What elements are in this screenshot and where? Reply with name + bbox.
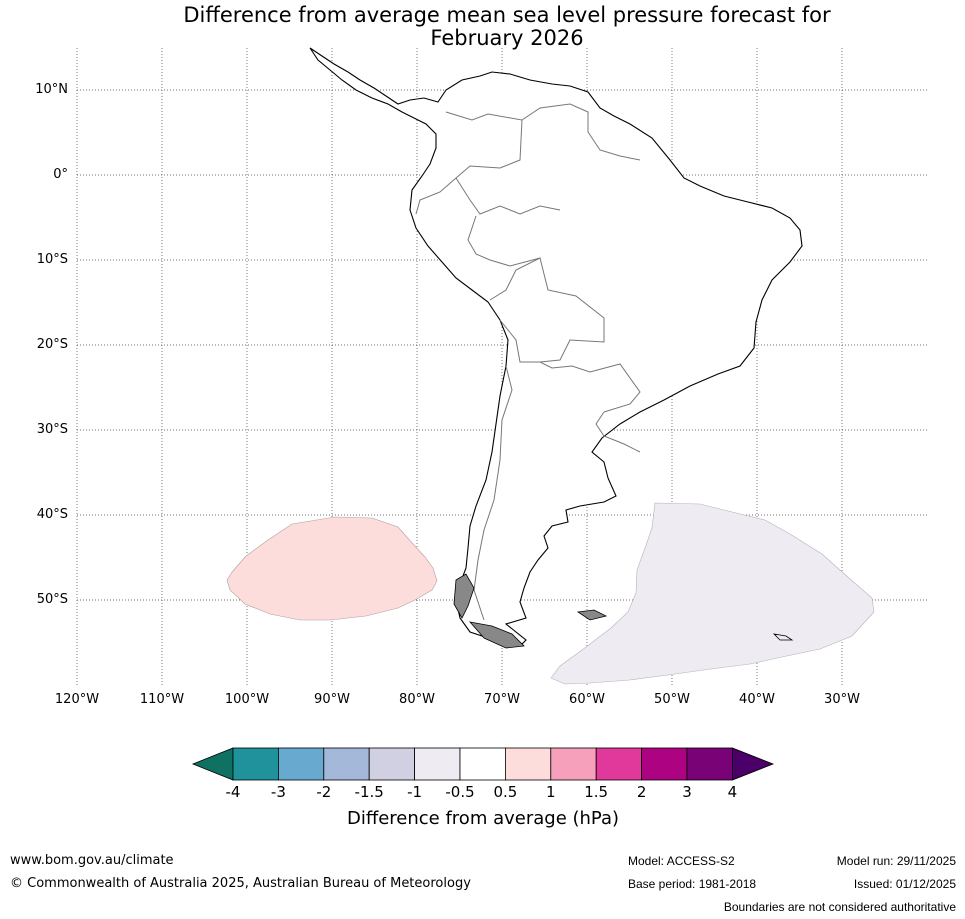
issued-text: Issued: 01/12/2025 bbox=[853, 877, 956, 891]
colorbar-tick-label: 4 bbox=[727, 783, 738, 801]
latitude-label: 40°S bbox=[36, 507, 68, 522]
website-link[interactable]: www.bom.gov.au/climate bbox=[10, 853, 174, 868]
copyright-text: © Commonwealth of Australia 2025, Austra… bbox=[10, 876, 471, 891]
colorbar-segment bbox=[504, 747, 552, 781]
longitude-label: 110°W bbox=[139, 692, 185, 707]
colorbar-segment bbox=[368, 747, 416, 781]
colorbar-label: Difference from average (hPa) bbox=[346, 808, 620, 829]
colorbar-segment bbox=[595, 747, 643, 781]
longitude-label: 60°W bbox=[569, 692, 605, 707]
colorbar-segment bbox=[641, 747, 688, 781]
colorbar-segment bbox=[414, 747, 461, 781]
colorbar-tick-label: -3 bbox=[270, 783, 286, 801]
south-america-coastline bbox=[309, 47, 803, 647]
country-borders bbox=[415, 103, 641, 621]
colorbar-extend-max bbox=[732, 747, 775, 781]
latitude-label: 20°S bbox=[36, 337, 68, 352]
latitude-label: 30°S bbox=[36, 422, 68, 437]
colorbar bbox=[191, 747, 775, 781]
model-text: Model: ACCESS-S2 bbox=[628, 854, 735, 868]
latitude-label: 10°S bbox=[36, 252, 68, 267]
colorbar-segment bbox=[550, 747, 597, 781]
colorbar-segment bbox=[459, 747, 506, 781]
colorbar-segment bbox=[277, 747, 325, 781]
colorbar-tick-label: 3 bbox=[682, 783, 692, 801]
longitude-label: 90°W bbox=[314, 692, 350, 707]
colorbar-tick-label: -4 bbox=[225, 783, 241, 801]
colorbar-tick-label: 0.5 bbox=[493, 783, 518, 801]
colorbar-tick-label: -2 bbox=[316, 783, 332, 801]
longitude-label: 50°W bbox=[654, 692, 690, 707]
latitude-label: 50°S bbox=[36, 592, 68, 607]
longitude-label: 80°W bbox=[399, 692, 435, 707]
colorbar-tick-label: -0.5 bbox=[445, 783, 475, 801]
longitude-label: 120°W bbox=[54, 692, 100, 707]
model-run-text: Model run: 29/11/2025 bbox=[836, 854, 956, 868]
map-title: Difference from average mean sea level p… bbox=[77, 4, 937, 50]
base-period-text: Base period: 1981-2018 bbox=[628, 877, 757, 891]
colorbar-tick-label: 1 bbox=[546, 783, 556, 801]
southern-islands bbox=[453, 573, 794, 649]
longitude-label: 40°W bbox=[739, 692, 775, 707]
colorbar-tick-label: -1.5 bbox=[354, 783, 384, 801]
positive-anomaly-region bbox=[226, 516, 438, 621]
colorbar-segment bbox=[686, 747, 733, 781]
negative-anomaly-region bbox=[550, 502, 875, 685]
longitude-label: 70°W bbox=[484, 692, 520, 707]
longitude-label: 30°W bbox=[824, 692, 860, 707]
colorbar-extend-min bbox=[191, 747, 234, 781]
disclaimer-text: Boundaries are not considered authoritat… bbox=[723, 900, 956, 914]
colorbar-tick-label: 2 bbox=[636, 783, 647, 801]
title-line-1: Difference from average mean sea level p… bbox=[183, 3, 831, 27]
longitude-label: 100°W bbox=[224, 692, 270, 707]
title-line-2: February 2026 bbox=[430, 26, 584, 50]
latitude-label: 10°N bbox=[35, 82, 68, 97]
colorbar-tick-label: -1 bbox=[407, 783, 423, 801]
latitude-label: 0° bbox=[53, 167, 68, 182]
colorbar-tick-label: 1.5 bbox=[584, 783, 609, 801]
colorbar-segment bbox=[232, 747, 279, 781]
colorbar-segment bbox=[323, 747, 370, 781]
